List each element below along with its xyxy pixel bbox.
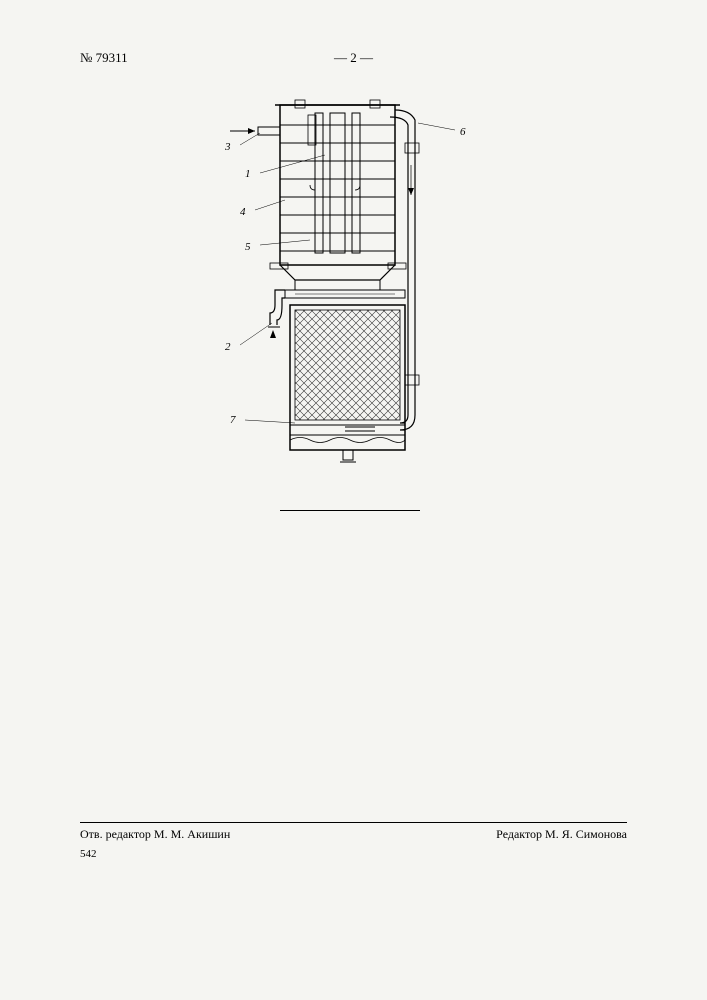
callout-7: 7 — [230, 414, 236, 426]
technical-diagram: 1 2 3 4 5 6 7 — [200, 95, 510, 475]
callout-1: 1 — [245, 168, 251, 180]
callout-6: 6 — [460, 126, 466, 138]
page-footer: Отв. редактор М. М. Акишин Редактор М. Я… — [80, 822, 627, 860]
doc-number: № 79311 — [80, 50, 128, 66]
page-number: — 2 — — [334, 50, 373, 66]
editor-left: Отв. редактор М. М. Акишин — [80, 827, 230, 842]
callout-3: 3 — [224, 141, 231, 153]
page-code: 542 — [80, 848, 627, 860]
editor-right: Редактор М. Я. Симонова — [496, 827, 627, 842]
separator-line — [280, 510, 420, 511]
callout-5: 5 — [245, 241, 251, 253]
callout-2: 2 — [225, 341, 231, 353]
callout-4: 4 — [240, 206, 246, 218]
